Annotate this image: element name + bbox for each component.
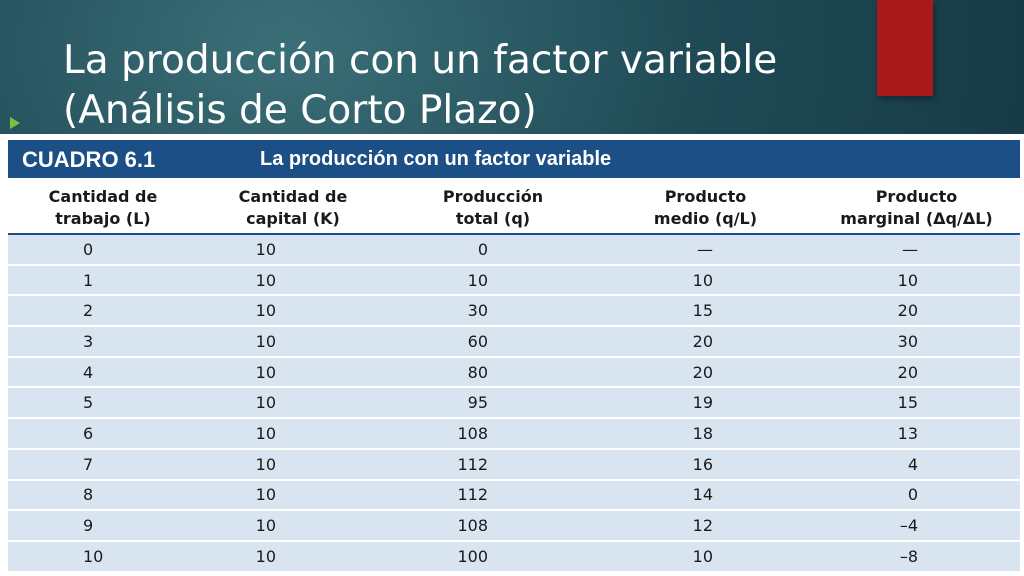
cell-producto-marginal: 10 (813, 264, 1020, 297)
cell-capital: 10 (198, 510, 388, 542)
cell-produccion-total: 108 (388, 510, 598, 542)
table-row: 0 10 0— — (8, 234, 1020, 266)
cell-producto-medio: 12 (598, 510, 813, 542)
cell-producto-marginal: –8 (813, 540, 1020, 573)
table-title: La producción con un factor variable (260, 148, 612, 170)
cell-produccion-total: 112 (388, 479, 598, 512)
cell-trabajo: 7 (8, 448, 198, 481)
cell-capital: 10 (198, 326, 388, 358)
table-row: 9 10 108 12 –4 (8, 510, 1020, 542)
cell-capital: 10 (198, 387, 388, 420)
cell-produccion-total: 30 (388, 295, 598, 328)
cell-trabajo: 8 (8, 479, 198, 512)
cell-produccion-total: 10 (388, 264, 598, 297)
table-number: CUADRO 6.1 (22, 147, 156, 172)
cell-capital: 10 (198, 295, 388, 328)
cell-producto-marginal: –4 (813, 510, 1020, 542)
header-producto-marginal: Producto marginal (Δq/ΔL) (813, 182, 1020, 235)
cell-trabajo: 3 (8, 326, 198, 358)
cell-trabajo: 2 (8, 295, 198, 328)
cell-produccion-total: 60 (388, 326, 598, 358)
table-row: 10 10 100 10 –8 (8, 540, 1020, 573)
header-cantidad-trabajo: Cantidad de trabajo (L) (8, 182, 198, 235)
slide-title: La producción con un factor variable (An… (63, 36, 777, 136)
table-caption-bar: CUADRO 6.1 La producción con un factor v… (8, 140, 1020, 178)
cell-producto-marginal: 20 (813, 356, 1020, 389)
red-accent-bar (877, 0, 933, 96)
cell-producto-marginal: 0 (813, 479, 1020, 512)
table-row: 2 10 30 15 20 (8, 295, 1020, 328)
cell-produccion-total: 0 (388, 234, 598, 266)
bullet-triangle-icon (10, 117, 20, 129)
cell-capital: 10 (198, 264, 388, 297)
cell-produccion-total: 112 (388, 448, 598, 481)
cell-producto-marginal: 4 (813, 448, 1020, 481)
cell-producto-medio: 20 (598, 356, 813, 389)
cell-produccion-total: 108 (388, 418, 598, 450)
cell-produccion-total: 95 (388, 387, 598, 420)
cell-capital: 10 (198, 234, 388, 266)
table-row: 1 10 10 10 10 (8, 264, 1020, 297)
cell-producto-marginal: 30 (813, 326, 1020, 358)
cell-trabajo: 5 (8, 387, 198, 420)
cell-trabajo: 6 (8, 418, 198, 450)
cell-trabajo: 1 (8, 264, 198, 297)
header-producto-medio: Producto medio (q/L) (598, 182, 813, 235)
cell-producto-medio: 15 (598, 295, 813, 328)
table-row: 4 10 80 20 20 (8, 356, 1020, 389)
table-row: 8 10 112 14 0 (8, 479, 1020, 512)
cell-trabajo: 9 (8, 510, 198, 542)
cell-producto-marginal: 20 (813, 295, 1020, 328)
header-cantidad-capital: Cantidad de capital (K) (198, 182, 388, 235)
cell-trabajo: 4 (8, 356, 198, 389)
cell-producto-medio: 19 (598, 387, 813, 420)
slide-title-line-2: (Análisis de Corto Plazo) (63, 88, 537, 133)
cell-capital: 10 (198, 479, 388, 512)
cell-producto-medio: 18 (598, 418, 813, 450)
table-header-row: Cantidad de trabajo (L) Cantidad de capita… (8, 182, 1020, 235)
cell-producto-medio: — (598, 234, 813, 266)
cell-trabajo: 0 (8, 234, 198, 266)
cell-producto-marginal: 13 (813, 418, 1020, 450)
cell-producto-medio: 10 (598, 540, 813, 573)
table-row: 6 10 108 18 13 (8, 418, 1020, 450)
cell-producto-medio: 14 (598, 479, 813, 512)
production-table: Cantidad de trabajo (L) Cantidad de capita… (8, 182, 1020, 573)
table-image: CUADRO 6.1 La producción con un factor v… (0, 134, 1024, 576)
header-produccion-total: Producción total (q) (388, 182, 598, 235)
slide-title-line-1: La producción con un factor variable (63, 38, 778, 83)
table-row: 3 10 60 20 30 (8, 326, 1020, 358)
cell-capital: 10 (198, 418, 388, 450)
cell-produccion-total: 80 (388, 356, 598, 389)
cell-producto-marginal: 15 (813, 387, 1020, 420)
table-row: 7 10 112 16 4 (8, 448, 1020, 481)
cell-producto-medio: 10 (598, 264, 813, 297)
table-row: 5 10 95 19 15 (8, 387, 1020, 420)
cell-producto-medio: 20 (598, 326, 813, 358)
cell-capital: 10 (198, 540, 388, 573)
cell-trabajo: 10 (8, 540, 198, 573)
cell-produccion-total: 100 (388, 540, 598, 573)
cell-capital: 10 (198, 356, 388, 389)
cell-capital: 10 (198, 448, 388, 481)
cell-producto-medio: 16 (598, 448, 813, 481)
cell-producto-marginal: — (813, 234, 1020, 266)
